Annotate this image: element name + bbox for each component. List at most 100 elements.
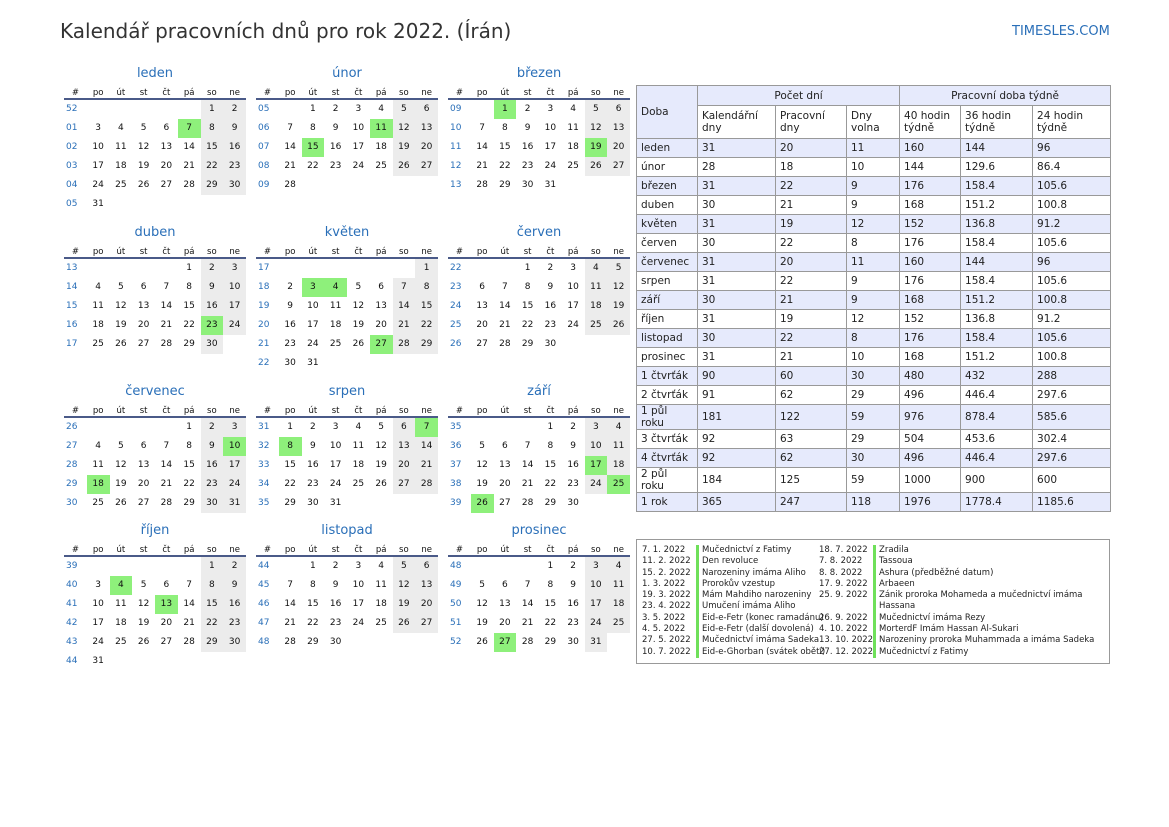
row-value: 96 — [1032, 252, 1112, 272]
day-cell: 2 — [310, 422, 316, 432]
day-cell: 20 — [499, 618, 511, 628]
day-empty — [178, 100, 201, 119]
day-cell: 27 — [369, 335, 393, 354]
day-cell: 26 — [392, 157, 416, 176]
month-calendar: # po út st čt pá so ne 09 1 2 3 4 5 6 10 7 8 9 10 11 12 13 11 14… — [448, 87, 630, 195]
day-cell: 26 — [115, 339, 127, 349]
week-number: 20 — [258, 320, 270, 330]
day-cell: 19 — [476, 479, 488, 489]
month-name: březen — [516, 66, 562, 81]
day-cell: 28 — [160, 498, 173, 508]
week-number: 18 — [258, 282, 270, 292]
day-cell: 25 — [115, 180, 127, 190]
week-number: 39 — [66, 561, 78, 571]
day-cell: 19 — [115, 320, 127, 330]
day-empty — [471, 100, 494, 119]
day-cell: 12 — [352, 301, 365, 311]
day-cell: 20 — [476, 320, 488, 330]
day-cell: 24 — [567, 320, 579, 330]
day-cell: 1 — [200, 100, 224, 119]
month-name: červen — [516, 225, 562, 240]
week-number: 15 — [66, 301, 78, 311]
day-cell: 29 — [499, 180, 511, 190]
day-empty — [110, 100, 133, 119]
day-empty — [393, 633, 416, 652]
week-number: 12 — [450, 161, 462, 171]
row-value: 176 — [899, 271, 962, 291]
row-value: 100.8 — [1032, 195, 1112, 215]
holiday-name: Mučednictví z Fatimy — [873, 646, 968, 658]
weekday-header: ne — [607, 405, 630, 418]
day-cell: 18 — [86, 475, 110, 494]
row-value: 144 — [960, 252, 1034, 272]
day-cell: 1 — [287, 422, 293, 432]
day-cell: 12 — [137, 142, 150, 152]
day-cell: 2 — [332, 104, 339, 114]
week-number: 08 — [258, 161, 270, 171]
holiday-date: 4. 5. 2022 — [642, 624, 686, 635]
holiday-column-right: 18. 7. 2022 Zradila 7. 8. 2022 Tassoua 8. 8.… — [819, 545, 1094, 658]
day-cell: 21 — [160, 320, 173, 330]
week-number: 22 — [258, 358, 270, 368]
day-cell: 12 — [115, 460, 127, 470]
weekday-header: pá — [369, 405, 393, 418]
day-cell: 29 — [521, 339, 534, 349]
weekday-header: pá — [177, 87, 201, 100]
day-cell: 9 — [570, 441, 576, 451]
holiday-item: 10. 7. 2022 Eid-e-Ghorban (svátek obětí) — [642, 646, 825, 658]
day-cell: 3 — [301, 278, 325, 297]
day-cell: 9 — [524, 123, 531, 133]
day-cell: 27 — [607, 157, 630, 176]
row-value: 18 — [775, 157, 847, 177]
row-value: 151.2 — [960, 347, 1034, 367]
row-label: 1 čtvrťák — [636, 366, 698, 386]
day-cell: 3 — [355, 561, 362, 571]
weekday-header: út — [109, 405, 133, 418]
holiday-item: 4. 10. 2022 MorterdF Imám Hassan Al-Sukar… — [819, 624, 1094, 636]
week-number: 34 — [258, 479, 270, 489]
col-header: Kalendářní dny — [697, 105, 776, 139]
week-number: 52 — [450, 637, 462, 647]
week-number: 11 — [450, 142, 462, 152]
holiday-name: Mučednictví imáma Sadeka — [696, 635, 819, 647]
day-cell: 4 — [324, 278, 347, 297]
day-cell: 5 — [479, 441, 485, 451]
row-value: 176 — [899, 176, 962, 196]
day-cell: 25 — [92, 498, 104, 508]
holiday-item: 25. 9. 2022 Zánik proroka Mohameda a muče… — [819, 590, 1094, 602]
week-number: 31 — [258, 422, 270, 432]
day-cell: 12 — [476, 599, 488, 609]
day-cell: 1 — [415, 259, 438, 278]
day-cell: 5 — [584, 100, 608, 119]
holiday-name: Arbaeen — [873, 578, 915, 591]
site-link[interactable]: TIMESLES.COM — [1012, 24, 1110, 39]
row-value: 453.6 — [960, 429, 1034, 449]
day-empty — [370, 354, 393, 373]
day-empty — [178, 652, 201, 671]
day-cell: 26 — [352, 339, 365, 349]
day-cell: 7 — [287, 580, 293, 590]
weekday-header: po — [470, 87, 494, 100]
day-cell: 10 — [352, 580, 365, 590]
day-cell: 28 — [284, 637, 296, 647]
day-cell: 4 — [109, 576, 133, 595]
day-cell: 24 — [352, 161, 365, 171]
holiday-name: Narozeniny imáma Aliho — [696, 567, 806, 579]
weekday-header: čt — [155, 87, 178, 100]
weekday-header: st — [132, 544, 155, 557]
row-value: 11 — [845, 138, 901, 158]
row-value: 29 — [845, 385, 901, 405]
week-number: 35 — [450, 422, 462, 432]
row-label: 3 čtvrťák — [636, 429, 698, 449]
weekday-header: út — [301, 246, 325, 259]
weekday-header: út — [301, 544, 325, 557]
day-cell: 24 — [223, 316, 246, 335]
holiday-item: 19. 3. 2022 Mám Mahdiho narozeniny — [642, 590, 825, 602]
row-value: 365 — [697, 492, 776, 512]
day-cell: 10 — [223, 278, 246, 297]
month-2: březen # po út st čt pá so ne 09 1 2 3 4 5 6 10 7 8 9 10 11 12… — [448, 65, 630, 195]
day-cell: 23 — [223, 614, 246, 633]
row-value: 1976 — [899, 492, 962, 512]
day-empty — [279, 557, 302, 576]
month-name: listopad — [321, 523, 373, 538]
